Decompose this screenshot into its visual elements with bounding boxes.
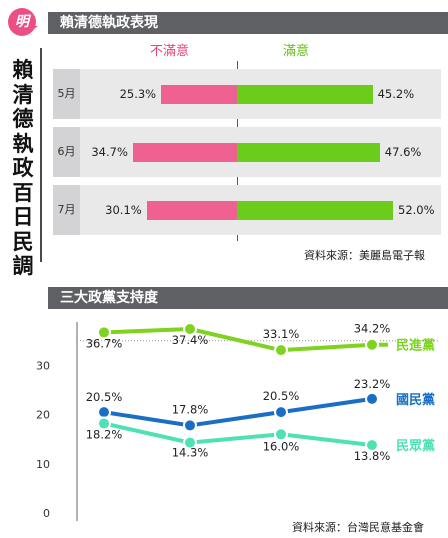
series-name-label: 民眾黨 xyxy=(396,438,435,454)
series-point xyxy=(183,418,197,433)
party-chart-title: 三大政黨支持度 xyxy=(48,287,448,309)
legend-satisfied: 滿意 xyxy=(283,44,310,59)
series-name-label: 民進黨 xyxy=(396,338,435,354)
point-value-label: 37.4% xyxy=(172,333,209,347)
satisfied-bar xyxy=(237,200,393,220)
point-value-label: 16.0% xyxy=(263,439,300,453)
y-tick-label: 0 xyxy=(43,507,50,520)
satisfied-value-label: 45.2% xyxy=(377,86,415,101)
month-label: 7月 xyxy=(53,185,80,235)
series-point xyxy=(365,438,379,453)
legend-dissatisfied: 不滿意 xyxy=(150,44,190,59)
satisfied-value-label: 52.0% xyxy=(398,202,435,217)
series-point xyxy=(183,435,197,450)
month-label: 5月 xyxy=(53,69,80,119)
series-point xyxy=(97,325,111,340)
series-point xyxy=(97,416,111,431)
series-point xyxy=(183,321,197,336)
point-value-label: 20.5% xyxy=(86,390,123,404)
y-tick-label: 10 xyxy=(36,458,50,471)
point-value-label: 17.8% xyxy=(172,402,209,416)
series-line xyxy=(103,326,373,353)
point-value-label: 14.3% xyxy=(172,446,209,460)
satisfied-bar xyxy=(237,84,373,104)
dissatisfied-bar xyxy=(146,200,237,220)
dissatisfied-bar xyxy=(132,142,237,162)
series-line xyxy=(103,396,373,428)
series-name-label: 國民黨 xyxy=(396,392,435,408)
satisfied-value-label: 47.6% xyxy=(384,144,422,159)
point-value-label: 18.2% xyxy=(86,427,123,441)
ming-pao-logo: 明 xyxy=(8,8,36,36)
series-point xyxy=(365,337,379,352)
party-support-chart: 0 10 20 30 36.7% 37.4% 33.1% 34.2% 民進黨 20.5% 17.8%… xyxy=(36,321,440,521)
series-point xyxy=(97,405,111,420)
approval-chart-title: 賴清德執政表現 xyxy=(48,12,448,34)
point-value-label: 36.7% xyxy=(86,336,123,350)
dissatisfied-value-label: 34.7% xyxy=(91,144,128,159)
y-tick-label: 30 xyxy=(36,359,50,372)
point-value-label: 23.2% xyxy=(354,377,391,391)
series-line xyxy=(103,421,373,448)
point-value-label: 20.5% xyxy=(263,389,300,403)
dissatisfied-value-label: 25.3% xyxy=(119,86,157,101)
point-value-label: 34.2% xyxy=(354,322,391,336)
sidebar-title: 賴清德執政百日民調 xyxy=(12,57,34,278)
y-tick-label: 20 xyxy=(36,409,50,422)
approval-source: 資料來源：美麗島電子報 xyxy=(304,249,425,262)
month-label: 6月 xyxy=(53,127,80,177)
logo-tail-shape xyxy=(30,26,38,32)
party-source: 資料來源：台灣民意基金會 xyxy=(292,521,424,534)
point-value-label: 33.1% xyxy=(263,327,300,341)
dissatisfied-value-label: 30.1% xyxy=(105,202,142,217)
series-point xyxy=(274,343,288,358)
point-value-label: 13.8% xyxy=(354,449,391,463)
series-point xyxy=(274,427,288,442)
series-point xyxy=(274,405,288,420)
dissatisfied-bar xyxy=(161,84,237,104)
series-point xyxy=(365,391,379,406)
satisfied-bar xyxy=(237,142,380,162)
sidebar-divider xyxy=(40,48,42,262)
